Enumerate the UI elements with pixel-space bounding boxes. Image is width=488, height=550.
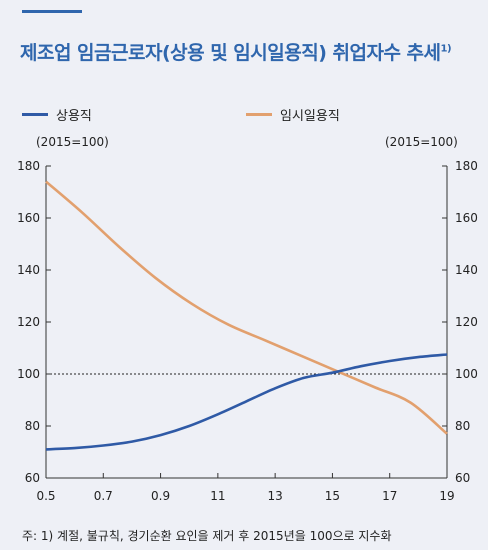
y-tick-label-right: 100 <box>455 367 478 381</box>
y-tick-label-left: 100 <box>17 367 40 381</box>
footnote: 주: 1) 계절, 불규칙, 경기순환 요인을 제거 후 2015년을 100으… <box>22 529 392 543</box>
x-tick-label: 11 <box>210 489 225 503</box>
legend-swatch-temporary <box>246 113 272 116</box>
y-tick-label-left: 180 <box>17 159 40 173</box>
y-tick-label-right: 120 <box>455 315 478 329</box>
x-tick-label: 0.9 <box>151 489 170 503</box>
x-tick-label: 0.5 <box>36 489 55 503</box>
left-axis-unit: (2015=100) <box>36 135 109 149</box>
chart-lines <box>45 180 448 451</box>
y-tick-label-left: 80 <box>25 419 40 433</box>
legend-item-regular: 상용직 <box>22 105 92 124</box>
title-footnote-mark: 1) <box>440 43 452 55</box>
y-tick-label-right: 140 <box>455 263 478 277</box>
chart-axes <box>45 166 448 479</box>
chart-title: 제조업 임금근로자(상용 및 임시일용직) 취업자수 추세1) <box>20 42 452 64</box>
y-tick-label-right: 160 <box>455 211 478 225</box>
legend-label-temporary: 임시일용직 <box>280 109 340 124</box>
legend: 상용직 임시일용직 <box>22 105 462 125</box>
y-tick-label-left: 140 <box>17 263 40 277</box>
x-tick-label: 13 <box>268 489 283 503</box>
legend-label-regular: 상용직 <box>56 109 92 124</box>
x-tick-label: 17 <box>382 489 397 503</box>
chart-ticks: 60 60 80 80 100 100 120 120 140 140 160 160 180 180 0.… <box>17 159 478 503</box>
series-line-regular <box>45 353 448 451</box>
y-tick-label-left: 160 <box>17 211 40 225</box>
legend-item-temporary: 임시일용직 <box>246 105 340 124</box>
x-tick-label: 0.7 <box>94 489 113 503</box>
series-line-temporary <box>45 180 448 435</box>
y-tick-label-left: 60 <box>25 471 40 485</box>
x-tick-label: 19 <box>439 489 454 503</box>
y-tick-label-left: 120 <box>17 315 40 329</box>
right-axis-unit: (2015=100) <box>385 135 458 149</box>
x-tick-label: 15 <box>325 489 340 503</box>
legend-swatch-regular <box>22 113 48 116</box>
y-tick-label-right: 80 <box>455 419 470 433</box>
y-tick-label-right: 60 <box>455 471 470 485</box>
title-accent-rule <box>22 10 82 13</box>
y-tick-label-right: 180 <box>455 159 478 173</box>
